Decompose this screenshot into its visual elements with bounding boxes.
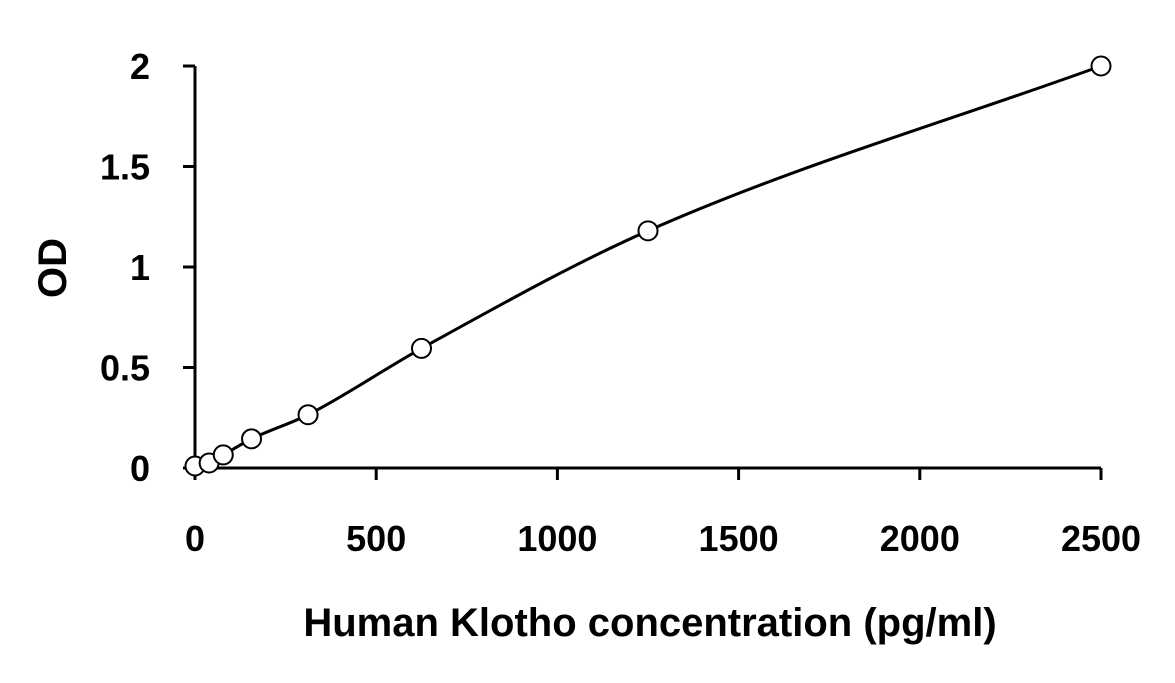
- y-tick-label: 0: [130, 448, 150, 489]
- data-point: [1090, 55, 1112, 77]
- x-tick-label: 2500: [1061, 518, 1141, 559]
- fit-curve-layer: [194, 64, 1102, 468]
- data-points: [184, 55, 1112, 477]
- data-point: [241, 428, 263, 450]
- y-tick-label: 1.5: [100, 147, 150, 188]
- x-tick-label: 2000: [880, 518, 960, 559]
- x-tick-label: 1000: [517, 518, 597, 559]
- data-point: [637, 220, 659, 242]
- data-point: [411, 337, 432, 359]
- y-tick-label: 0.5: [100, 348, 150, 389]
- y-tick-label: 1: [130, 247, 150, 288]
- x-tick-label: 0: [185, 518, 205, 559]
- fit-curve: [194, 64, 1102, 468]
- x-axis-title: Human Klotho concentration (pg/ml): [303, 601, 996, 645]
- ticks: 0 500 1000 1500 2000 2500 0 0.5 1 1.5 2: [100, 46, 1141, 559]
- x-tick-label: 1500: [699, 518, 779, 559]
- data-point: [212, 444, 234, 466]
- x-tick-label: 500: [346, 518, 406, 559]
- data-point: [297, 404, 319, 426]
- y-axis-title: OD: [31, 238, 75, 298]
- y-tick-label: 2: [130, 46, 150, 87]
- axes: [193, 66, 1101, 470]
